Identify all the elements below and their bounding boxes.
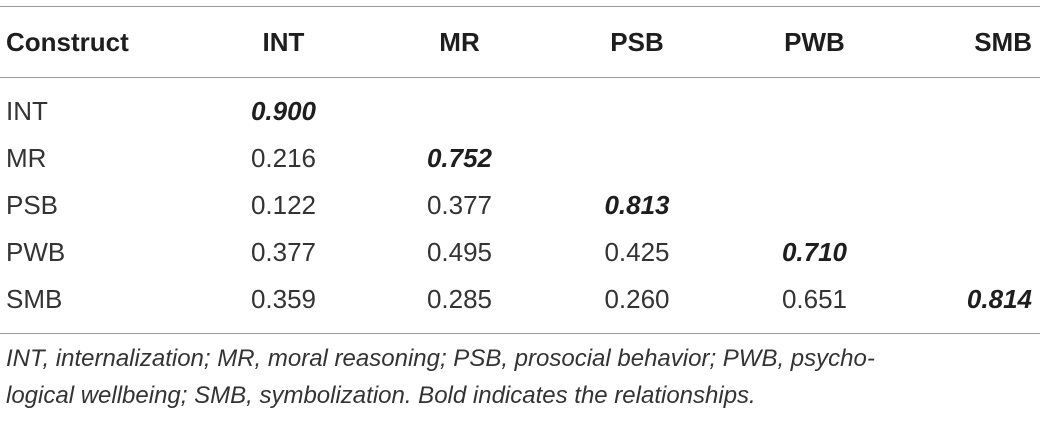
table-cell-diagonal: 0.710 (781, 237, 848, 267)
table-cell: 0.359 (250, 284, 317, 314)
row-label: INT (6, 96, 48, 126)
table-cell (903, 229, 1040, 276)
table-cell (548, 135, 726, 182)
footnote-line: logical wellbeing; SMB, symbolization. B… (6, 382, 756, 409)
header-int: INT (262, 26, 305, 57)
row-label: PSB (6, 190, 59, 220)
table-row: PWB 0.377 0.495 0.425 0.710 (0, 229, 1040, 276)
table-cell-diagonal: 0.813 (604, 190, 670, 220)
row-label: PWB (6, 237, 66, 267)
table-cell: 0.651 (781, 284, 848, 314)
table-row: MR 0.216 0.752 (0, 135, 1040, 182)
header-psb: PSB (610, 26, 664, 57)
table-row: PSB 0.122 0.377 0.813 (0, 182, 1040, 229)
table-cell: 0.425 (604, 237, 670, 267)
table-cell: 0.122 (250, 190, 317, 220)
table-cell-diagonal: 0.814 (966, 284, 1032, 314)
header-pwb: PWB (784, 26, 845, 57)
table-cell (903, 182, 1040, 229)
table-cell (726, 182, 903, 229)
table-row: SMB 0.359 0.285 0.260 0.651 0.814 (0, 276, 1040, 334)
table-cell (726, 135, 903, 182)
table-cell: 0.377 (250, 237, 317, 267)
table-footnote: INT, internalization; MR, moral reasonin… (6, 340, 1032, 414)
row-label: SMB (6, 284, 63, 314)
table-cell: 0.285 (426, 284, 493, 314)
row-label: MR (6, 143, 47, 173)
table-row: INT 0.900 (0, 78, 1040, 136)
table-cell: 0.495 (426, 237, 493, 267)
table-cell: 0.216 (250, 143, 317, 173)
correlation-table-container: Construct INT MR PSB PWB SMB INT 0.900 M… (0, 6, 1040, 334)
table-header-row: Construct INT MR PSB PWB SMB (0, 6, 1040, 78)
header-smb: SMB (974, 26, 1032, 57)
table-cell (903, 78, 1040, 136)
correlation-table: Construct INT MR PSB PWB SMB INT 0.900 M… (0, 6, 1040, 334)
table-cell (371, 78, 548, 136)
table-cell: 0.260 (604, 284, 670, 314)
table-cell-diagonal: 0.900 (250, 96, 317, 126)
footnote-line: INT, internalization; MR, moral reasonin… (6, 345, 875, 372)
header-construct: Construct (6, 26, 129, 57)
table-cell (903, 135, 1040, 182)
table-cell (548, 78, 726, 136)
table-cell: 0.377 (426, 190, 493, 220)
table-cell-diagonal: 0.752 (426, 143, 493, 173)
header-mr: MR (439, 26, 480, 57)
table-cell (726, 78, 903, 136)
